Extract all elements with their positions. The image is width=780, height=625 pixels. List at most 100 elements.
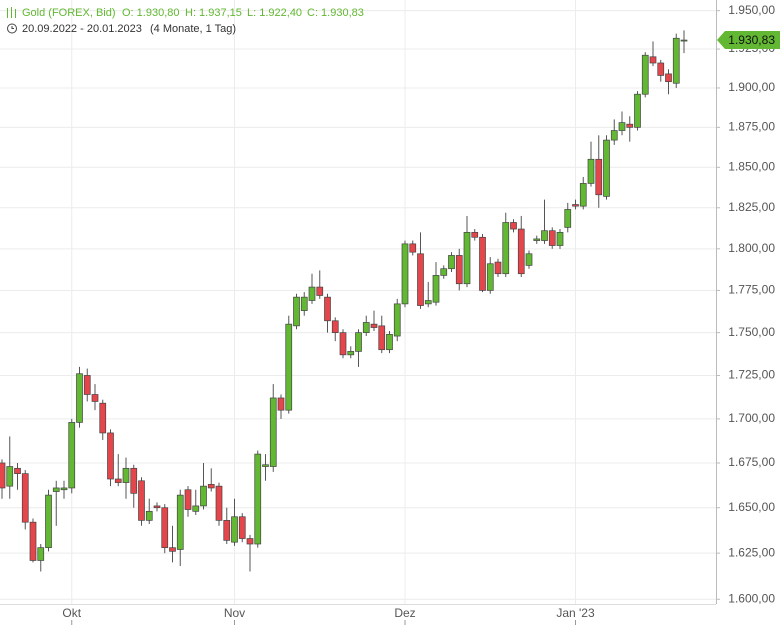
candle-body (138, 480, 145, 521)
y-tick-label: 1.700,00 (728, 411, 775, 425)
duration: (4 Monate, 1 Tag) (150, 23, 236, 35)
candle-body (285, 323, 293, 411)
candle-body (401, 243, 409, 305)
candles (0, 30, 688, 572)
candle-body (231, 516, 238, 543)
candle-body (417, 253, 424, 306)
candle-body (60, 487, 68, 491)
candle-body (207, 484, 215, 489)
y-tick-label: 1.650,00 (728, 500, 775, 514)
candle-body (29, 521, 37, 561)
candle-body (316, 286, 324, 296)
clock-hand (11, 26, 14, 29)
candle-body (45, 494, 52, 549)
candle-body (471, 231, 479, 238)
candle-body (665, 73, 672, 83)
candle-body (486, 263, 494, 291)
candle-body (339, 332, 347, 356)
candle-body (76, 373, 83, 423)
candle-body (324, 296, 331, 322)
candle-body (463, 231, 471, 285)
y-tick-label: 1.850,00 (728, 159, 775, 173)
candle-body (254, 453, 262, 545)
x-tick-label: Okt (62, 606, 81, 620)
candle-body (0, 462, 6, 489)
candle-body (618, 122, 626, 131)
y-tick-label: 1.725,00 (728, 368, 775, 382)
last-price-label: 1.930,83 (728, 33, 775, 47)
x-tick-label: Dez (394, 606, 415, 620)
candle-body (572, 204, 579, 207)
candle-body (99, 402, 107, 434)
y-tick-label: 1.825,00 (728, 200, 775, 214)
y-tick-label: 1.675,00 (728, 455, 775, 469)
candle-body (502, 222, 510, 275)
candle-body (200, 485, 207, 507)
candle-body (641, 54, 649, 95)
y-tick-label: 1.625,00 (728, 545, 775, 559)
candle-body (347, 351, 355, 356)
candle-body (548, 230, 556, 246)
candle-body (269, 397, 277, 467)
y-tick-label: 1.600,00 (728, 591, 775, 605)
candle-body (440, 268, 448, 276)
instrument: Gold (FOREX, Bid) (22, 7, 116, 19)
candle-body (386, 333, 393, 351)
ohlc-label: C: 1.930,83 (307, 7, 364, 19)
ohlc-label: O: 1.930,80 (122, 7, 180, 19)
candle-body (107, 432, 114, 480)
candle-body (192, 505, 200, 512)
candle-body (161, 507, 169, 549)
candle-body (68, 422, 76, 489)
candle-body (223, 520, 231, 541)
candle-body (6, 466, 14, 487)
candle-body (579, 183, 587, 207)
candle-body (14, 467, 21, 475)
candle-body (114, 478, 122, 483)
candle-body (649, 56, 657, 64)
candle-body (122, 467, 130, 483)
last-price-tag (717, 31, 780, 50)
candle-body (556, 231, 564, 246)
y-tick-label: 1.775,00 (728, 283, 775, 297)
candle-body (176, 494, 184, 550)
candle-body (215, 485, 223, 521)
candle-body (393, 303, 401, 337)
period: 20.09.2022 - 20.01.2023 (22, 23, 142, 35)
candle-body (541, 230, 548, 241)
candle-body (610, 130, 618, 141)
candle-body (424, 300, 432, 305)
candle-body (510, 222, 517, 230)
candle-body (603, 139, 610, 197)
candle-body (293, 296, 300, 327)
y-tick-label: 1.900,00 (728, 80, 775, 94)
legend-header: Gold (FOREX, Bid) O: 1.930,80 H: 1.937,1… (7, 7, 364, 35)
candle-body (277, 397, 285, 411)
candle-body (657, 62, 665, 76)
ohlc-label: H: 1.937,15 (185, 7, 242, 19)
candle-body (455, 255, 463, 285)
y-tick-label: 1.800,00 (728, 241, 775, 255)
candle-body (626, 123, 634, 128)
y-tick-label: 1.950,00 (728, 3, 775, 17)
candle-body (246, 538, 254, 545)
candle-body (525, 253, 533, 266)
candle-body (517, 228, 525, 275)
candle-body (355, 332, 362, 352)
candle-body (595, 158, 603, 196)
ohlc-label: L: 1.922,40 (247, 7, 302, 19)
candle-body (448, 255, 455, 270)
candle-body (300, 296, 308, 311)
candle-body (91, 394, 99, 402)
y-tick-label: 1.750,00 (728, 325, 775, 339)
candle-body (308, 286, 316, 301)
candle-body (184, 489, 192, 510)
candle-body (672, 37, 680, 84)
candle-body (564, 209, 572, 228)
candle-body (153, 505, 161, 509)
candle-body (370, 323, 378, 328)
candle-body (634, 93, 641, 128)
y-tick-label: 1.875,00 (728, 120, 775, 134)
